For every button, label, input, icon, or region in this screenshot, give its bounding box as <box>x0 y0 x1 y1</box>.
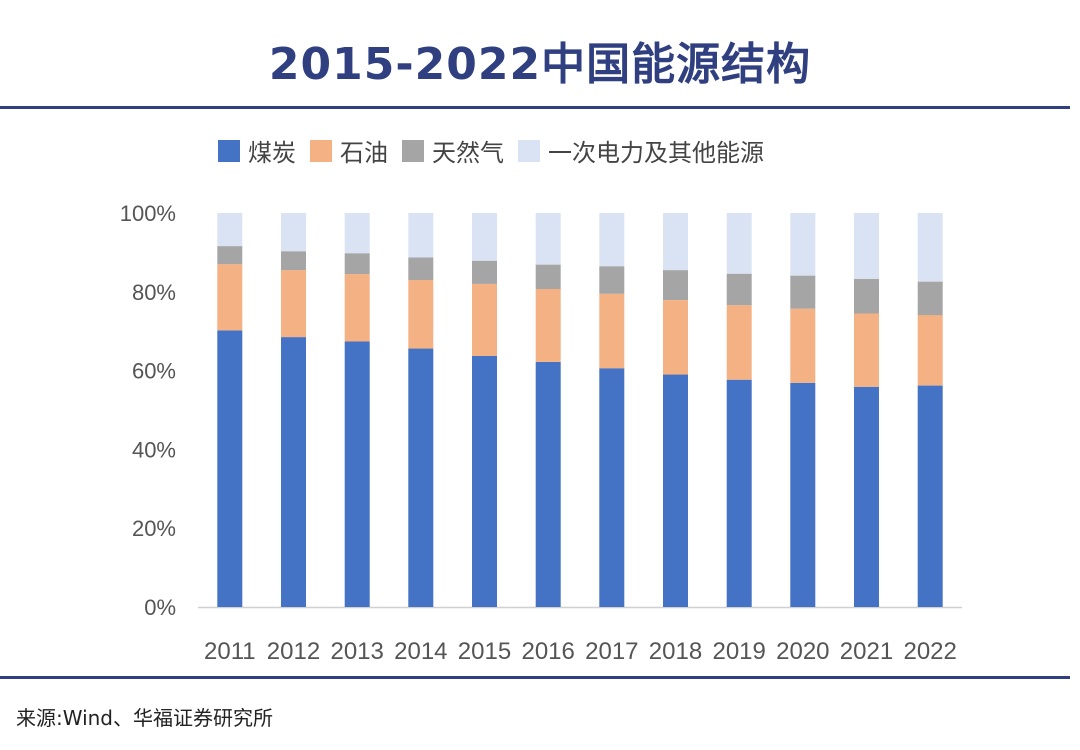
bar-segment <box>599 368 625 607</box>
x-tick-label: 2018 <box>649 638 702 665</box>
bar-segment <box>535 361 561 607</box>
bar-segment <box>854 278 879 314</box>
x-tick-label: 2016 <box>521 638 574 665</box>
bar-segment <box>281 337 306 607</box>
legend-swatch-other <box>518 139 540 162</box>
y-tick-label: 60% <box>132 359 176 384</box>
bar-segment <box>854 386 879 607</box>
source-note: 来源:Wind、华福证券研究所 <box>16 706 274 730</box>
bar-segment <box>217 264 243 331</box>
bar-segment <box>917 213 943 282</box>
x-tick-label: 2015 <box>458 638 511 665</box>
x-tick-label: 2012 <box>267 638 320 665</box>
bar-segment <box>599 266 625 294</box>
bar-segment <box>726 305 752 380</box>
y-tick-label: 20% <box>132 516 176 541</box>
bar-segment <box>344 253 370 275</box>
bar-segment <box>726 379 752 607</box>
legend-label-gas: 天然气 <box>432 139 504 167</box>
bar-segment <box>217 246 243 265</box>
bar-segment <box>281 270 306 338</box>
x-tick-label: 2020 <box>776 638 829 665</box>
bar-segment <box>408 213 434 258</box>
legend-label-coal: 煤炭 <box>248 139 296 167</box>
chart-title: 2015-2022中国能源结构 <box>268 39 812 90</box>
bar-segment <box>790 382 816 607</box>
bar-segment <box>599 293 625 369</box>
bar-segment <box>472 356 497 607</box>
chart-legend: 煤炭 石油 天然气 一次电力及其他能源 <box>218 133 778 168</box>
bar-segment <box>408 257 434 280</box>
bar-segment <box>217 213 243 247</box>
legend-item-gas: 天然气 <box>402 133 504 168</box>
y-tick-label: 100% <box>120 201 176 226</box>
legend-swatch-coal <box>218 139 240 162</box>
legend-item-other: 一次电力及其他能源 <box>518 133 764 168</box>
bar-segment <box>344 341 370 607</box>
stacked-bar-chart: 0% 20% 40% 60% 80% 100% 2011 2012 2013 2014 2015 20… <box>120 201 962 665</box>
bar-segment <box>790 213 816 276</box>
bar-segment <box>344 213 370 254</box>
x-tick-label: 2014 <box>394 638 447 665</box>
bar-segment <box>408 348 434 607</box>
bar-segment <box>281 251 306 271</box>
bar-segment <box>408 280 434 349</box>
bar-segment <box>663 213 688 271</box>
x-tick-label: 2017 <box>585 638 638 665</box>
x-tick-label: 2013 <box>330 638 383 665</box>
legend-item-coal: 煤炭 <box>218 133 296 168</box>
legend-label-other: 一次电力及其他能源 <box>548 139 764 167</box>
bar-segment <box>535 264 561 289</box>
x-tick-label: 2019 <box>712 638 765 665</box>
bar-segment <box>854 213 879 279</box>
bar-segment <box>663 374 688 607</box>
bar-segment <box>917 385 943 607</box>
bar-segment <box>917 315 943 386</box>
legend-swatch-oil <box>310 139 332 162</box>
bar-segment <box>790 308 816 383</box>
bar-segment <box>726 273 752 306</box>
y-tick-label: 0% <box>144 595 176 620</box>
bar-segment <box>663 270 688 300</box>
bar-segment <box>790 275 816 309</box>
y-tick-label: 80% <box>132 280 176 305</box>
x-tick-label: 2011 <box>204 638 256 665</box>
bar-segment <box>917 281 943 316</box>
bar-segment <box>854 313 879 387</box>
footer-divider <box>0 676 1070 679</box>
title-divider <box>0 106 1070 109</box>
bar-segment <box>535 289 561 362</box>
bar-segment <box>472 283 497 356</box>
legend-label-oil: 石油 <box>340 139 388 167</box>
legend-item-oil: 石油 <box>310 133 388 168</box>
legend-swatch-gas <box>402 139 424 162</box>
y-tick-label: 40% <box>132 437 176 462</box>
bar-segment <box>663 300 688 375</box>
bar-segment <box>599 213 625 267</box>
bar-segment <box>472 260 497 284</box>
bar-segment <box>344 274 370 342</box>
bar-segment <box>217 330 243 607</box>
bar-segment <box>535 213 561 265</box>
bar-segment <box>472 213 497 261</box>
bar-segment <box>281 213 306 252</box>
x-tick-label: 2021 <box>840 638 893 665</box>
x-tick-label: 2022 <box>903 638 956 665</box>
bar-segment <box>726 213 752 274</box>
